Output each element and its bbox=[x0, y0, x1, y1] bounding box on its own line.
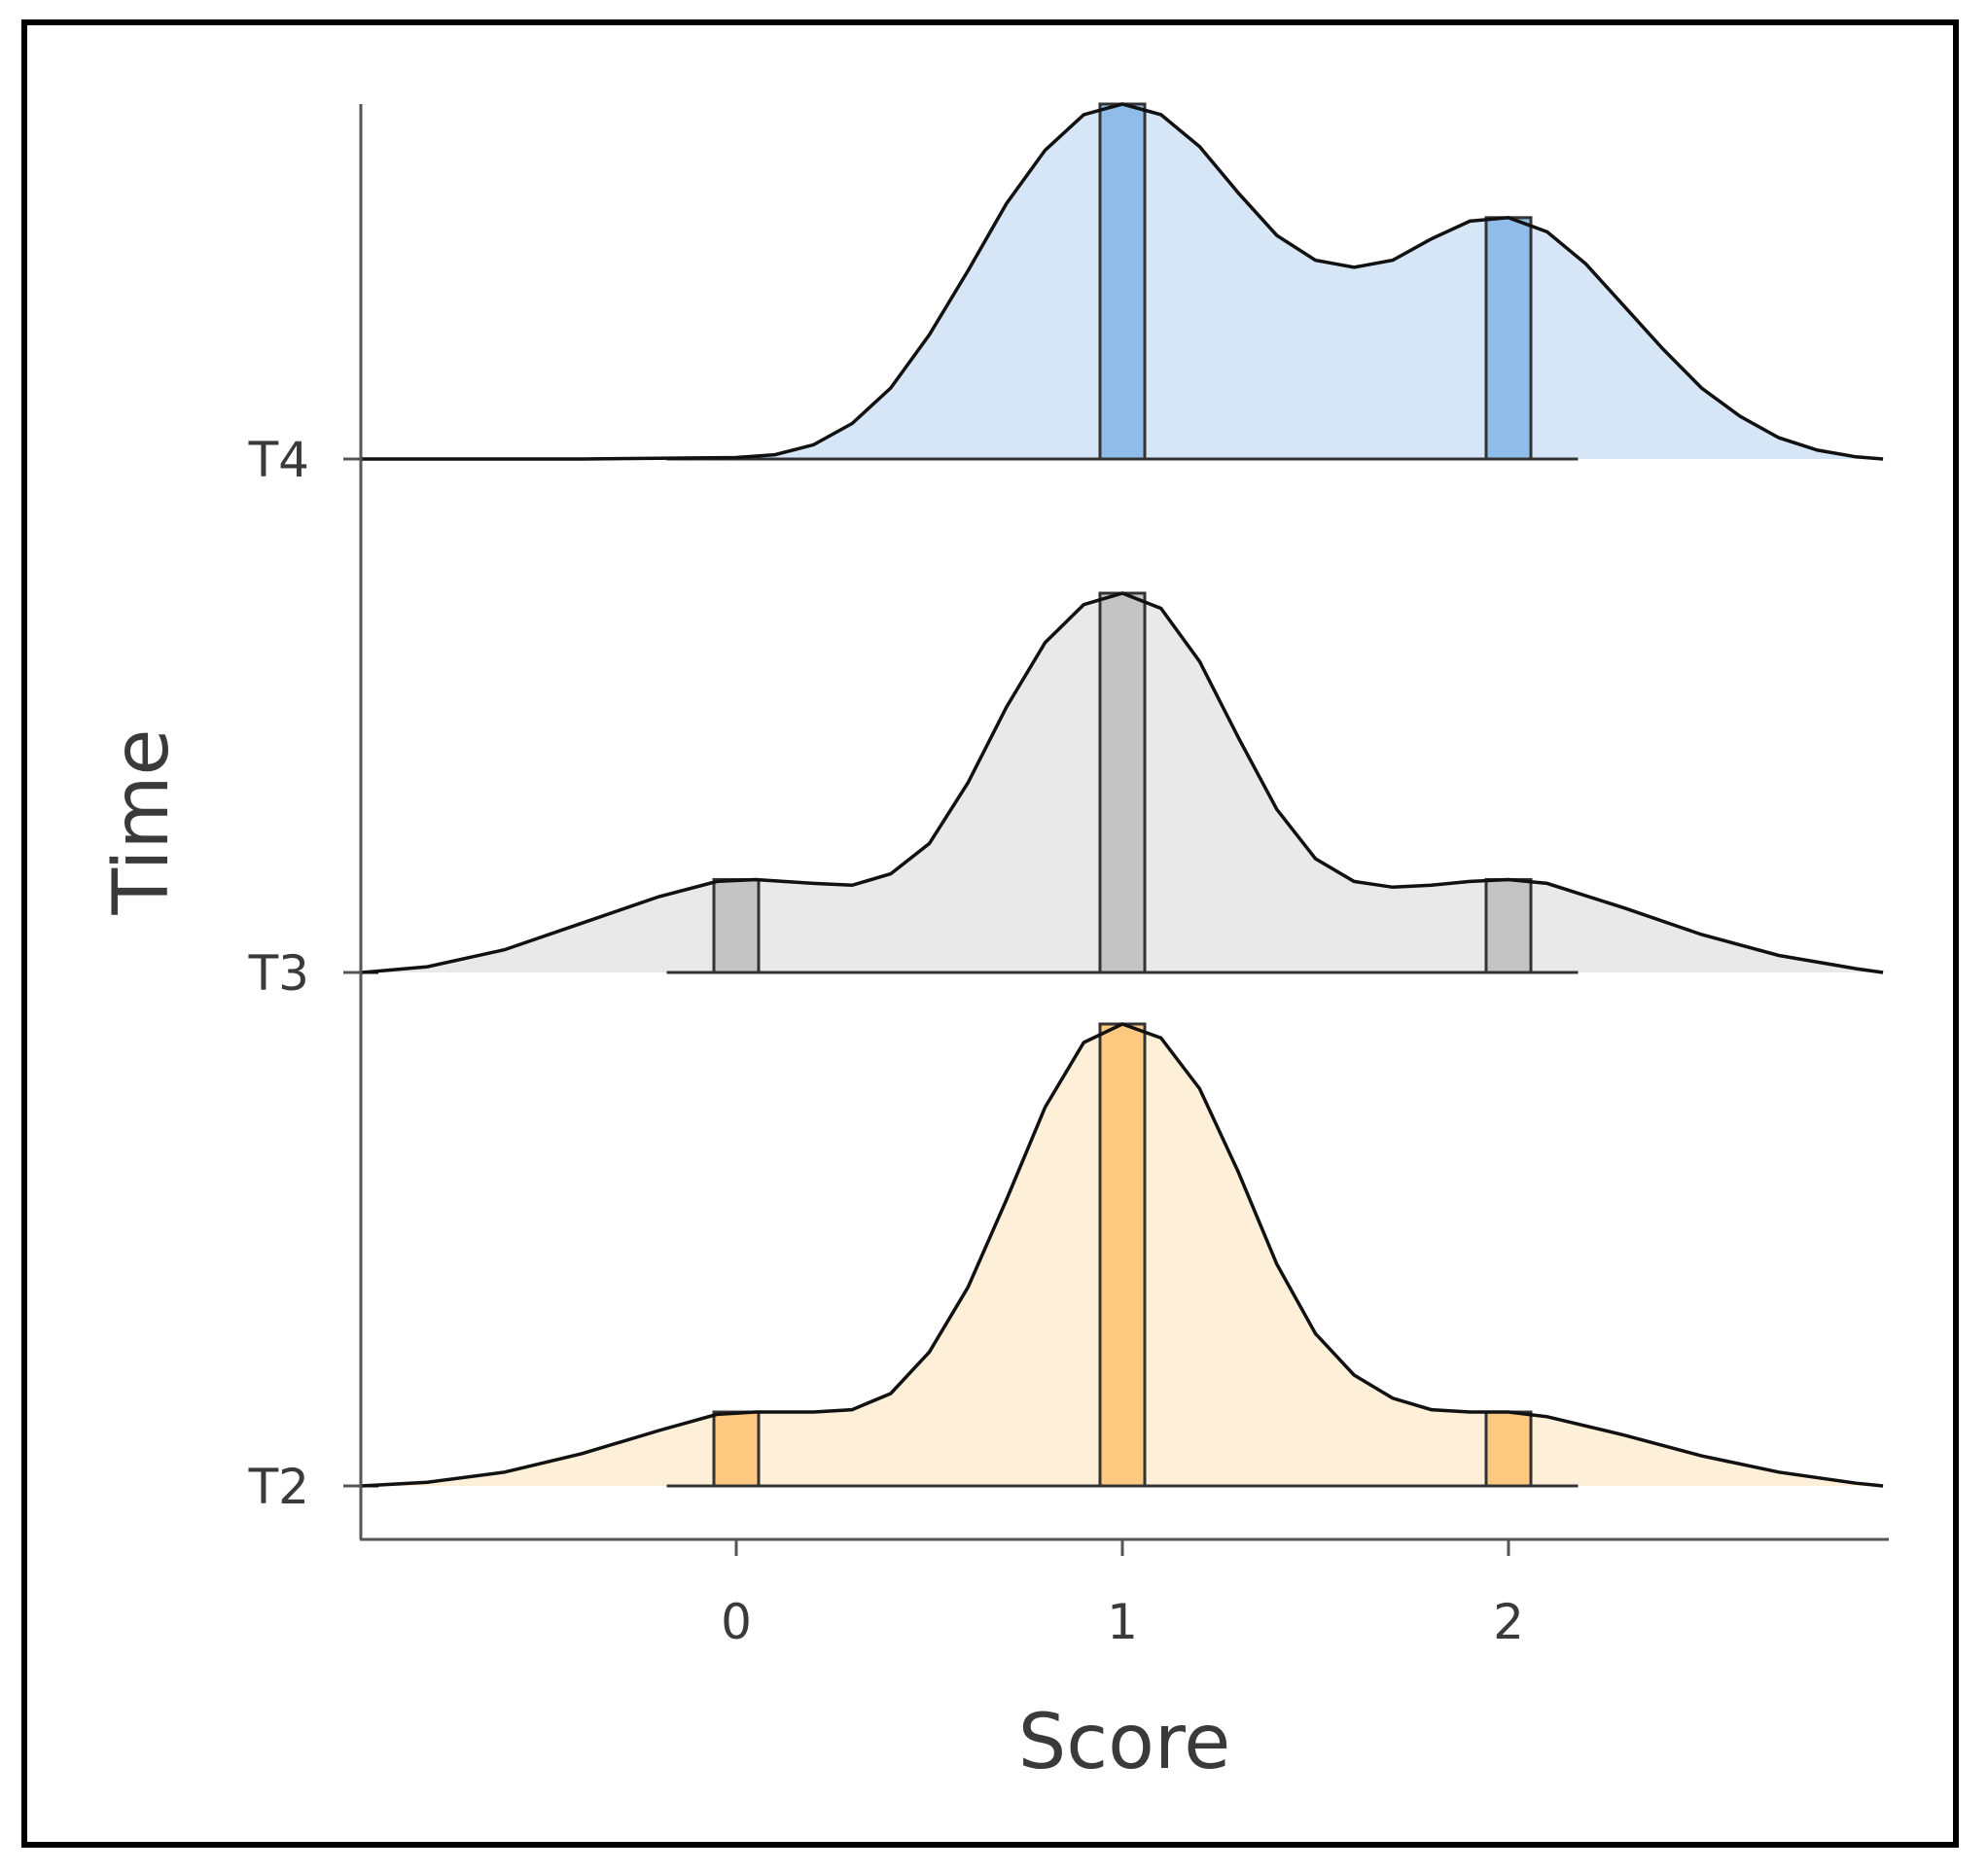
ridges-layer bbox=[361, 102, 1884, 1488]
ridge-t3 bbox=[361, 591, 1884, 974]
x-tick-label-2: 2 bbox=[1493, 1594, 1524, 1650]
x-axis-title: Score bbox=[1018, 1699, 1230, 1786]
ridge-t4 bbox=[361, 102, 1884, 461]
bar-t2-1 bbox=[1098, 1022, 1147, 1488]
labels-layer: Score Time 0 1 2 T2 T3 T4 bbox=[98, 432, 1524, 1786]
bar-t4-1 bbox=[1098, 102, 1147, 461]
density-line-t4 bbox=[361, 102, 1884, 461]
ridge-t2 bbox=[361, 1022, 1884, 1488]
density-line-t3 bbox=[361, 591, 1884, 974]
y-tick-label-t2: T2 bbox=[248, 1459, 309, 1515]
bar-t3-0 bbox=[712, 877, 761, 974]
bar-t3-1 bbox=[1098, 591, 1147, 974]
x-tick-label-0: 0 bbox=[721, 1594, 752, 1650]
density-line-t2 bbox=[361, 1022, 1884, 1488]
y-tick-label-t4: T4 bbox=[248, 432, 309, 488]
y-tick-label-t3: T3 bbox=[248, 945, 309, 1002]
bar-t3-2 bbox=[1484, 877, 1533, 974]
axes-layer bbox=[343, 104, 1889, 1556]
bar-t2-2 bbox=[1484, 1410, 1533, 1488]
y-axis-title: Time bbox=[98, 729, 186, 916]
x-tick-label-1: 1 bbox=[1107, 1594, 1138, 1650]
bar-t4-2 bbox=[1484, 216, 1533, 461]
bar-t2-0 bbox=[712, 1410, 761, 1488]
